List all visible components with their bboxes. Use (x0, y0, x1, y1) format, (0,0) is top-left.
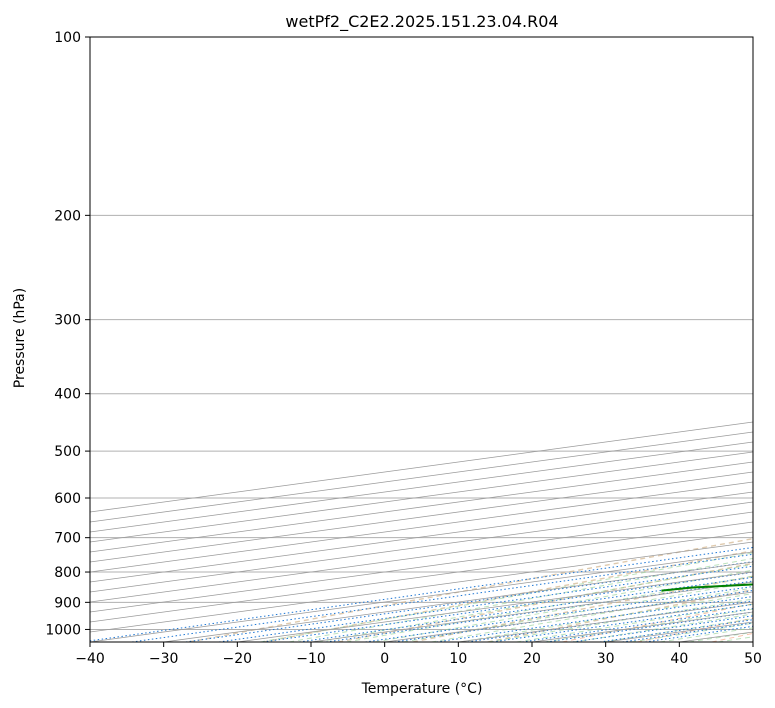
moist-adiabat (289, 557, 753, 642)
mixing-ratio-line (90, 546, 753, 642)
moist-adiabats (260, 552, 753, 642)
moist-adiabat (260, 552, 753, 642)
y-tick-label: 400 (54, 387, 81, 403)
isotherms (90, 421, 753, 642)
isotherm (90, 481, 753, 573)
y-tick-label: 100 (54, 30, 81, 46)
y-axis-label: Pressure (hPa) (12, 288, 28, 388)
isotherm (90, 461, 753, 553)
plot-frame (89, 36, 754, 643)
moist-adiabat (374, 575, 753, 642)
y-axis: 100 200 300 400 500 600 700 800 900 1000 (45, 30, 90, 638)
moist-adiabat (516, 603, 753, 642)
y-tick-label: 600 (54, 491, 81, 507)
x-tick-label: 30 (597, 651, 615, 667)
dry-adiabat (263, 550, 753, 642)
dry-adiabats (188, 537, 753, 642)
x-axis-label: Temperature (°C) (361, 681, 483, 697)
y-tick-label: 300 (54, 313, 81, 329)
x-axis: −40 −30 −20 −10 0 10 20 30 40 50 (75, 642, 762, 667)
y-tick-label: 1000 (45, 622, 81, 638)
y-tick-label: 800 (54, 565, 81, 581)
mixing-ratio-line (131, 553, 753, 642)
mixing-ratio-line (492, 603, 753, 642)
x-tick-label: 50 (744, 651, 762, 667)
chart-title: wetPf2_C2E2.2025.151.23.04.R04 (285, 12, 558, 32)
moist-adiabat (459, 592, 753, 642)
x-tick-label: 0 (380, 651, 389, 667)
y-tick-label: 700 (54, 531, 81, 547)
x-tick-label: −40 (75, 651, 105, 667)
y-tick-label: 500 (54, 444, 81, 460)
plot-border (89, 36, 754, 643)
x-tick-label: −10 (296, 651, 326, 667)
isotherm (90, 471, 753, 563)
isotherm (90, 501, 753, 593)
mixing-ratio-line (436, 596, 753, 642)
x-tick-label: 20 (523, 651, 541, 667)
x-tick-label: −20 (223, 651, 253, 667)
x-tick-label: 40 (670, 651, 688, 667)
plot-area (90, 37, 753, 642)
y-tick-label: 900 (54, 595, 81, 611)
isotherm (752, 641, 753, 642)
dry-adiabat (412, 575, 753, 642)
x-tick-label: 10 (449, 651, 467, 667)
x-tick-label: −30 (149, 651, 179, 667)
dry-adiabat (487, 589, 753, 642)
isotherm (90, 521, 753, 613)
isotherm (90, 451, 753, 543)
isotherm (90, 531, 753, 623)
pressure-gridlines (90, 37, 753, 630)
isotherm (90, 511, 753, 603)
mixing-ratio-line (522, 608, 753, 642)
isotherm (90, 491, 753, 583)
moist-adiabat (431, 587, 753, 642)
y-tick-label: 200 (54, 208, 81, 224)
plot-background (90, 37, 753, 642)
